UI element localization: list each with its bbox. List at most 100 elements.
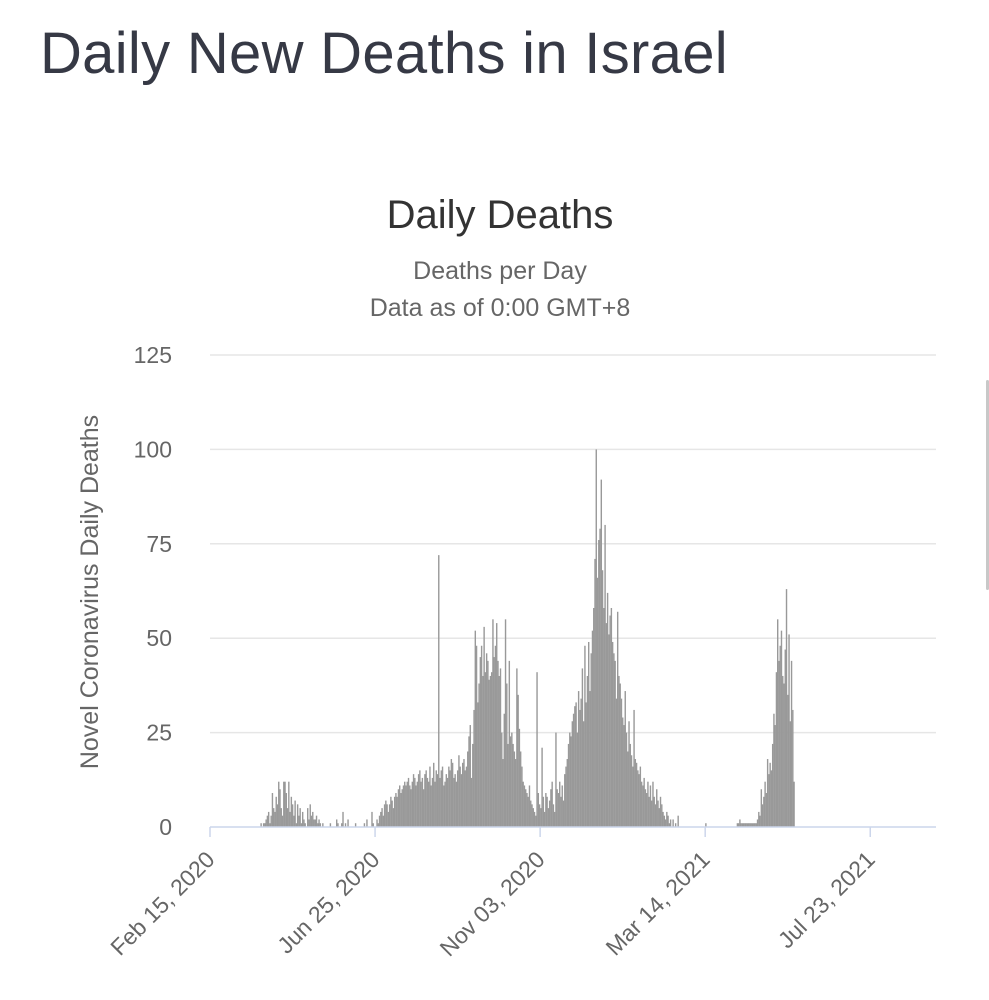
bar	[489, 675, 492, 827]
bar	[378, 815, 381, 827]
bar	[545, 793, 547, 827]
bar	[601, 570, 604, 827]
bar	[493, 657, 495, 827]
bar	[298, 815, 300, 827]
bar	[630, 755, 633, 827]
bar	[363, 823, 366, 827]
bar	[278, 781, 280, 827]
bar	[526, 793, 528, 827]
bar	[530, 800, 532, 827]
bar	[763, 796, 765, 827]
bar	[405, 785, 407, 827]
bar	[755, 823, 757, 827]
bar	[421, 777, 424, 827]
bar	[567, 743, 570, 827]
bar	[604, 524, 606, 827]
bar	[487, 660, 489, 827]
bar	[591, 630, 594, 827]
bar	[644, 789, 647, 827]
bar	[569, 732, 571, 827]
bar	[533, 811, 536, 827]
bar	[614, 660, 616, 827]
bar	[483, 626, 485, 827]
y-axis-ticks: 0 25 50 75 100 125	[134, 342, 172, 840]
bar	[749, 823, 751, 827]
bar	[754, 823, 756, 827]
bar	[579, 709, 581, 827]
bar	[780, 630, 783, 827]
bar	[303, 819, 305, 827]
bar	[276, 804, 279, 827]
bar	[499, 668, 502, 827]
bar	[431, 777, 434, 827]
bar	[299, 808, 301, 827]
bar	[531, 804, 533, 827]
bar	[792, 709, 794, 827]
bar	[280, 808, 282, 827]
bar	[279, 789, 281, 827]
bar	[659, 796, 662, 827]
bar	[485, 653, 488, 827]
bar	[406, 781, 408, 827]
bar	[570, 736, 572, 827]
bar	[668, 823, 671, 827]
bar	[618, 675, 620, 827]
bar	[584, 645, 586, 827]
bar	[599, 528, 601, 827]
bar	[372, 823, 374, 827]
bar	[742, 823, 745, 827]
bar	[417, 774, 420, 827]
bar-series	[260, 449, 795, 827]
bar	[300, 823, 303, 827]
bar	[388, 804, 391, 827]
bar	[625, 732, 628, 827]
bar	[768, 774, 770, 827]
bar	[784, 649, 786, 827]
x-tick-label: Mar 14, 2021	[600, 846, 714, 960]
bar	[480, 645, 483, 827]
bar	[624, 691, 626, 827]
bar	[262, 823, 265, 827]
bar	[397, 789, 400, 827]
scrollbar[interactable]	[986, 380, 989, 590]
bar	[576, 732, 579, 827]
bar	[506, 683, 508, 827]
bar	[479, 657, 482, 827]
bar	[322, 823, 324, 827]
bar	[560, 796, 562, 827]
bar	[392, 808, 395, 827]
bar	[525, 789, 527, 827]
x-tick-label: Jun 25, 2020	[272, 846, 384, 958]
bar	[468, 736, 470, 827]
bar	[637, 770, 639, 827]
bar	[648, 796, 650, 827]
bar	[782, 675, 784, 827]
y-tick-label: 50	[146, 625, 172, 651]
bar	[454, 774, 456, 827]
bar	[663, 815, 666, 827]
bar	[619, 683, 621, 827]
bar	[551, 781, 553, 827]
bar	[785, 589, 788, 827]
bar	[497, 660, 499, 827]
bar	[396, 796, 398, 827]
bar	[295, 823, 298, 827]
bar	[383, 804, 386, 827]
bar	[393, 796, 396, 827]
bar	[523, 785, 526, 827]
bar	[411, 781, 414, 827]
bar	[444, 781, 446, 827]
bar	[288, 781, 290, 827]
bar	[535, 815, 537, 827]
bar	[787, 694, 789, 827]
bar	[639, 766, 642, 827]
bar	[513, 751, 516, 827]
bar	[501, 732, 503, 827]
bar	[744, 823, 746, 827]
bar	[415, 785, 417, 827]
bar	[595, 449, 597, 827]
bar	[462, 762, 464, 827]
bar	[426, 777, 429, 827]
bar	[765, 793, 768, 827]
